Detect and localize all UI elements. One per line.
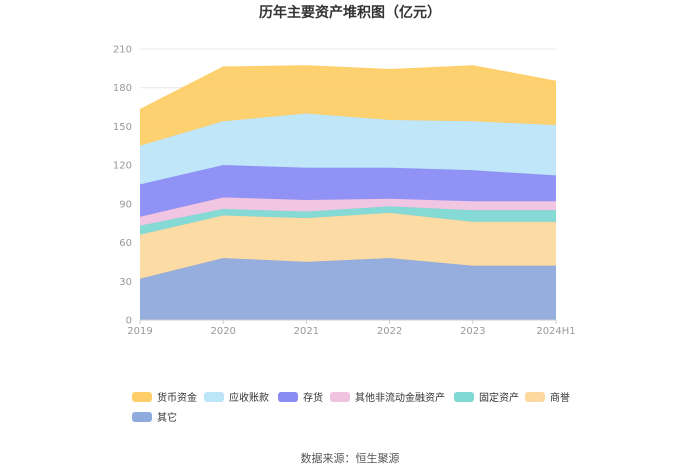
y-tick-label: 60 [119, 238, 132, 249]
legend-label: 固定资产 [479, 391, 519, 404]
area-series-5 [140, 113, 556, 185]
chart-title: 历年主要资产堆积图（亿元） [259, 4, 441, 21]
legend-swatch [278, 392, 298, 402]
y-tick-label: 150 [113, 122, 132, 133]
y-tick-label: 90 [119, 199, 132, 210]
x-tick-label: 2019 [127, 326, 152, 337]
legend-swatch [204, 392, 224, 402]
x-tick-label: 2022 [377, 326, 402, 337]
y-tick-label: 180 [113, 83, 132, 94]
source-note: 数据来源：恒生聚源 [301, 451, 400, 465]
legend-swatch [132, 412, 152, 422]
area-series-0 [140, 258, 556, 320]
area-series-6 [140, 65, 556, 146]
series-areas [139, 65, 557, 320]
y-tick-label: 30 [119, 277, 132, 288]
legend-label: 其它 [157, 411, 177, 424]
legend-swatch [454, 392, 474, 402]
x-tick-label: 2021 [294, 326, 319, 337]
legend-label: 其他非流动金融资产 [355, 391, 445, 404]
legend-swatch [132, 392, 152, 402]
area-series-2 [140, 206, 556, 235]
x-tick-label: 2020 [210, 326, 235, 337]
x-tick-label: 2024H1 [536, 326, 575, 337]
legend-swatch [330, 392, 350, 402]
area-series-4 [140, 165, 556, 217]
y-tick-label: 0 [126, 316, 132, 327]
x-tick-label: 2023 [460, 326, 485, 337]
legend-swatch [525, 392, 545, 402]
area-series-1 [140, 212, 556, 279]
legend-label: 应收账款 [229, 391, 269, 404]
legend-label: 商誉 [550, 391, 570, 404]
legend-label: 存货 [303, 391, 323, 404]
area-series-3 [140, 197, 556, 226]
x-axis: 2019 2020 2021 2022 2023 2024H1 [127, 319, 576, 337]
area-edge-6 [139, 65, 557, 111]
legend-label: 货币资金 [157, 391, 197, 404]
y-tick-label: 120 [113, 161, 132, 172]
y-axis: 0 30 60 90 120 150 180 210 [113, 45, 132, 327]
y-tick-label: 210 [113, 45, 132, 56]
